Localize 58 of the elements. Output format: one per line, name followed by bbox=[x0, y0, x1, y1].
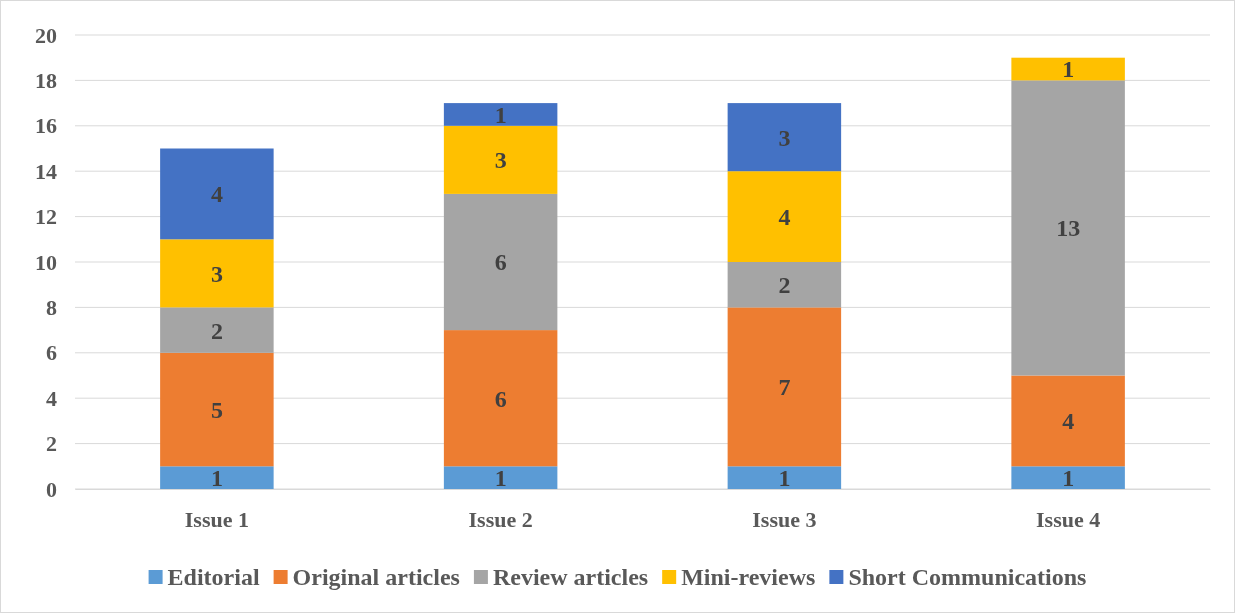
x-tick-label: Issue 3 bbox=[752, 506, 817, 532]
bar bbox=[727, 171, 842, 262]
data-label: 4 bbox=[778, 204, 791, 230]
bar bbox=[727, 262, 842, 308]
y-tick-label: 20 bbox=[35, 22, 57, 48]
data-label: 1 bbox=[494, 465, 507, 492]
bar bbox=[1011, 57, 1125, 81]
legend-label: Editorial bbox=[167, 564, 260, 591]
bar bbox=[443, 193, 558, 331]
x-tick-label: Issue 4 bbox=[1036, 506, 1101, 532]
bar bbox=[160, 352, 274, 467]
bar bbox=[443, 330, 558, 467]
y-tick-label: 8 bbox=[46, 294, 57, 320]
data-label: 2 bbox=[210, 317, 223, 344]
bar bbox=[727, 307, 842, 467]
bar bbox=[1011, 375, 1125, 467]
y-tick-label: 6 bbox=[46, 340, 57, 366]
bar bbox=[1011, 466, 1125, 489]
y-tick-label: 14 bbox=[35, 158, 57, 184]
data-label: 6 bbox=[494, 249, 507, 276]
y-tick-label: 12 bbox=[35, 204, 57, 230]
data-label: 1 bbox=[1062, 465, 1075, 492]
data-label: 4 bbox=[210, 181, 223, 208]
data-label: 13 bbox=[1056, 215, 1081, 242]
bar bbox=[443, 103, 558, 126]
bar bbox=[727, 466, 842, 489]
bar bbox=[160, 466, 274, 489]
bar bbox=[443, 125, 558, 194]
legend-label: Original articles bbox=[292, 564, 460, 591]
data-label: 5 bbox=[210, 396, 223, 423]
data-label: 1 bbox=[210, 465, 223, 492]
bar bbox=[727, 103, 842, 172]
data-label: 6 bbox=[494, 385, 507, 412]
bar bbox=[160, 148, 274, 240]
y-tick-label: 2 bbox=[46, 431, 57, 457]
bar bbox=[160, 307, 274, 353]
data-label: 3 bbox=[210, 260, 223, 287]
data-label: 2 bbox=[778, 272, 791, 299]
x-tick-label: Issue 2 bbox=[468, 506, 533, 532]
y-tick-label: 4 bbox=[46, 385, 57, 411]
data-label: 3 bbox=[494, 147, 507, 174]
data-label: 3 bbox=[778, 124, 791, 151]
y-tick-label: 16 bbox=[35, 113, 57, 139]
legend-label: Review articles bbox=[492, 564, 649, 591]
data-label: 1 bbox=[1062, 56, 1075, 83]
data-label: 1 bbox=[494, 101, 507, 128]
bar bbox=[160, 239, 274, 308]
data-label: 1 bbox=[778, 465, 791, 492]
y-tick-label: 0 bbox=[46, 476, 57, 502]
data-label: 4 bbox=[1062, 408, 1075, 435]
y-tick-label: 10 bbox=[35, 249, 57, 275]
data-label: 7 bbox=[778, 374, 791, 401]
bar bbox=[1011, 80, 1125, 376]
legend-label: Short Communications bbox=[848, 564, 1087, 591]
x-tick-label: Issue 1 bbox=[184, 506, 249, 532]
bar bbox=[443, 466, 558, 489]
y-tick-label: 18 bbox=[35, 67, 57, 93]
legend-label: Mini-reviews bbox=[681, 564, 816, 591]
